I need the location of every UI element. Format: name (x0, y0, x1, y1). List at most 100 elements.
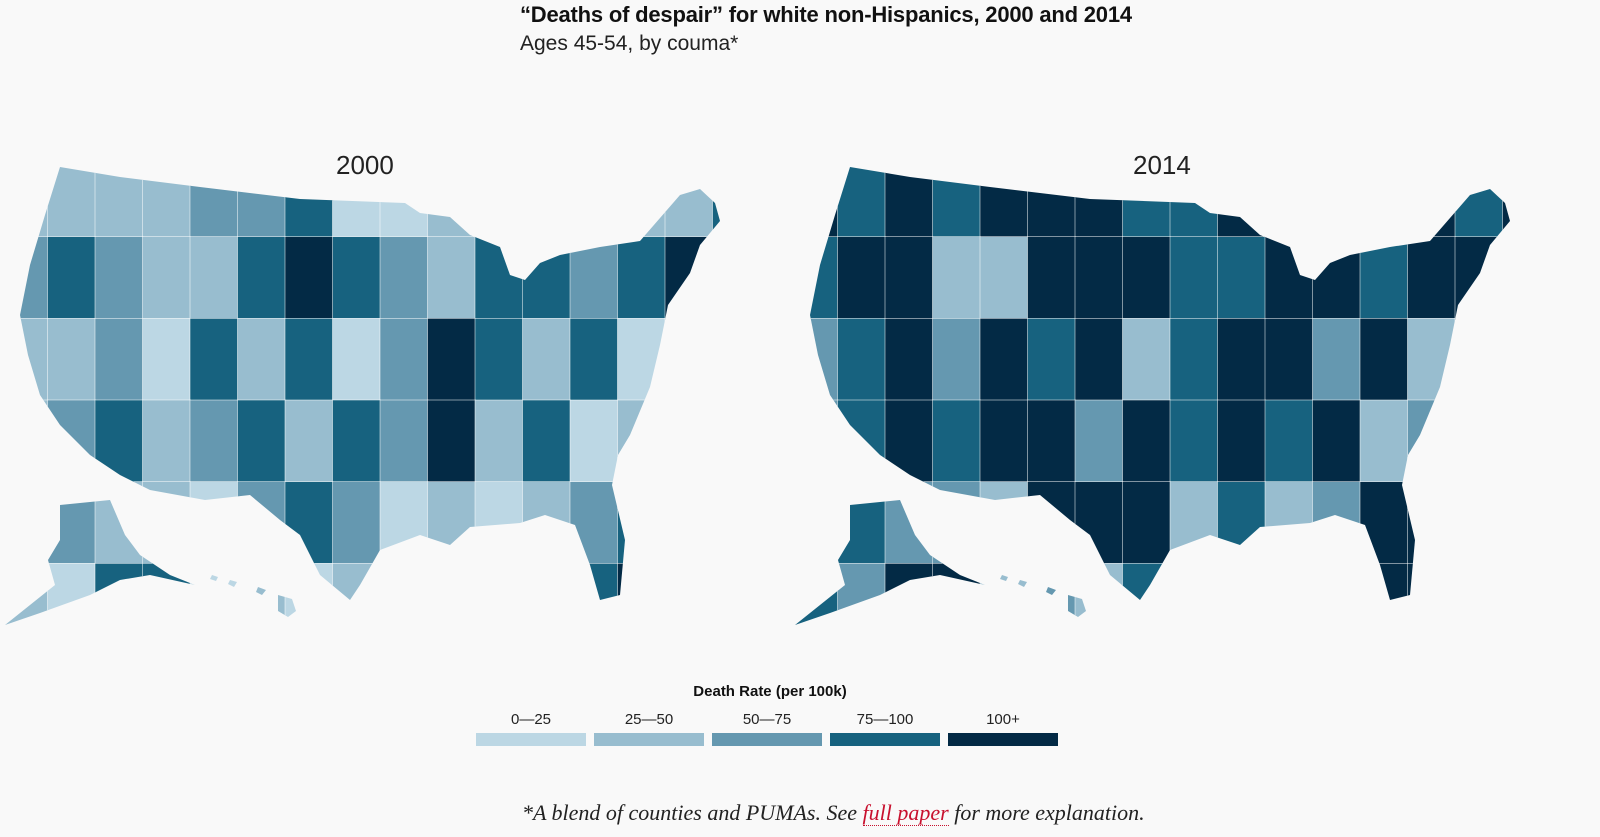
map-region (617, 563, 666, 625)
map-region (5, 481, 49, 565)
map-region (837, 318, 886, 401)
map-region (142, 399, 191, 483)
map-regions (5, 167, 720, 625)
legend-label: 50—75 (742, 711, 792, 728)
map-region (664, 563, 714, 625)
map-region (522, 481, 571, 565)
map-region (189, 167, 239, 238)
map-region (1312, 236, 1361, 320)
map-region (427, 399, 476, 483)
map-region (569, 318, 619, 401)
map-region (522, 563, 571, 625)
map-region (569, 167, 619, 238)
footnote: *A blend of counties and PUMAs. See full… (522, 800, 1145, 826)
chart-header: “Deaths of despair” for white non-Hispan… (520, 2, 1132, 56)
map-region (47, 399, 96, 483)
map-region (884, 236, 934, 320)
map-region (1359, 563, 1409, 625)
map-region (1074, 563, 1124, 625)
legend-title: Death Rate (per 100k) (693, 683, 847, 700)
map-region (1359, 399, 1409, 483)
map-region (712, 563, 720, 625)
chart-title: “Deaths of despair” for white non-Hispan… (520, 2, 1132, 27)
map-region (1264, 167, 1314, 238)
map-region (932, 167, 981, 238)
map-region (474, 167, 524, 238)
map-region (664, 236, 714, 320)
map-region (1454, 481, 1504, 565)
us-map-2014 (795, 167, 1510, 625)
legend-label: 75—100 (856, 711, 914, 728)
map-region (837, 481, 886, 565)
map-region (712, 399, 720, 483)
map-region (332, 399, 381, 483)
map-region (1074, 318, 1124, 401)
map-region (237, 167, 286, 238)
map-region (1359, 481, 1409, 565)
map-region (47, 236, 96, 320)
legend-swatch (712, 733, 822, 746)
map-region (1312, 563, 1361, 625)
map-region (94, 399, 144, 483)
map-region (94, 236, 144, 320)
map-region (237, 481, 286, 565)
map-region (1454, 563, 1504, 625)
map-region (379, 399, 429, 483)
map-region (712, 481, 720, 565)
full-paper-link[interactable]: full paper (862, 800, 949, 826)
map-region (617, 481, 666, 565)
map-region (1074, 399, 1124, 483)
map-region (332, 481, 381, 565)
map-region (522, 318, 571, 401)
map-region (522, 236, 571, 320)
map-region (979, 318, 1029, 401)
map-region (5, 236, 49, 320)
map-region (1502, 563, 1510, 625)
map-region (979, 399, 1029, 483)
map-region (1264, 563, 1314, 625)
map-region (379, 481, 429, 565)
map-region (474, 481, 524, 565)
map-region (1502, 167, 1510, 238)
map-region (47, 167, 96, 238)
map-region (379, 167, 429, 238)
map-region (474, 399, 524, 483)
map-region (5, 563, 49, 625)
map-region (1502, 481, 1510, 565)
map-region (1122, 167, 1171, 238)
map-region (932, 563, 981, 625)
map-region (1169, 236, 1219, 320)
map-region (1074, 167, 1124, 238)
map-region (569, 563, 619, 625)
map-region (1359, 167, 1409, 238)
map-region (94, 481, 144, 565)
map-region (1122, 563, 1171, 625)
map-region (284, 167, 334, 238)
map-region (884, 318, 934, 401)
map-region (884, 399, 934, 483)
map-region (712, 167, 720, 238)
map-region (979, 236, 1029, 320)
map-region (1074, 236, 1124, 320)
map-region (1169, 167, 1219, 238)
map-2000-year-label: 2000 (336, 150, 394, 180)
map-region (427, 481, 476, 565)
map-region (712, 236, 720, 320)
map-region (5, 318, 49, 401)
map-region (712, 318, 720, 401)
map-region (1169, 318, 1219, 401)
map-region (569, 399, 619, 483)
map-region (522, 167, 571, 238)
map-region (5, 167, 49, 238)
legend-swatch (476, 733, 586, 746)
map-region (1217, 481, 1266, 565)
map-region (1312, 399, 1361, 483)
map-region (142, 481, 191, 565)
map-region (1027, 481, 1076, 565)
map-region (795, 236, 839, 320)
map-region (1027, 399, 1076, 483)
legend-scale: 0—25 25—50 50—75 75—100 100+ (476, 711, 1058, 746)
map-region (189, 563, 239, 625)
map-region (332, 236, 381, 320)
map-region (979, 167, 1029, 238)
